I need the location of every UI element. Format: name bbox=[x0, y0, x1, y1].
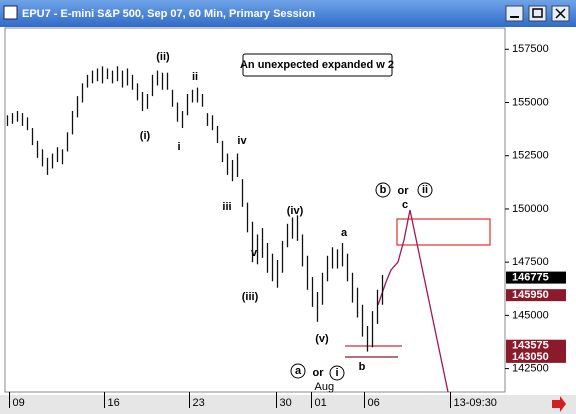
price-tag bbox=[506, 350, 566, 363]
wave-label: ii bbox=[422, 184, 428, 196]
wave-label: a bbox=[341, 227, 348, 239]
note-box bbox=[242, 53, 393, 77]
wave-label: or bbox=[398, 185, 410, 197]
x-tick-label: 16 bbox=[108, 397, 120, 409]
x-tick-label: 30 bbox=[280, 397, 292, 409]
x-tick-label: 06 bbox=[368, 397, 380, 409]
wave-label: i bbox=[335, 367, 338, 379]
time-scrollbar[interactable] bbox=[0, 395, 576, 414]
y-tick-label: 145000 bbox=[512, 309, 549, 321]
price-tag-label: 146775 bbox=[512, 271, 549, 283]
x-tick-label: 23 bbox=[193, 397, 205, 409]
x-sublabel: Aug bbox=[315, 381, 335, 393]
label-circle bbox=[375, 182, 391, 198]
wave-label: i bbox=[177, 141, 180, 153]
scroll-arrow[interactable] bbox=[552, 396, 566, 412]
minimize-button[interactable] bbox=[505, 5, 524, 22]
wave-label: (ii) bbox=[156, 51, 170, 63]
x-tick-label: 09 bbox=[13, 397, 25, 409]
projection-line bbox=[377, 209, 449, 393]
app-icon bbox=[3, 5, 18, 20]
x-tick-label: 01 bbox=[315, 397, 327, 409]
wave-label: (iv) bbox=[287, 205, 304, 217]
wave-label: or bbox=[313, 367, 325, 379]
wave-label: (iii) bbox=[242, 291, 259, 303]
wave-label: b bbox=[380, 184, 387, 196]
wave-label: iii bbox=[222, 201, 231, 213]
price-tag-label: 143575 bbox=[512, 340, 549, 352]
wave-label: b bbox=[359, 361, 366, 373]
wave-label: ii bbox=[192, 71, 198, 83]
y-tick-label: 147500 bbox=[512, 256, 549, 268]
price-tag bbox=[506, 271, 566, 284]
target-box bbox=[396, 218, 491, 246]
label-circle bbox=[290, 363, 306, 379]
price-tag-label: 143050 bbox=[512, 351, 549, 363]
wave-label: a bbox=[295, 365, 302, 377]
window-title: EPU7 - E-mini S&P 500, Sep 07, 60 Min, P… bbox=[22, 8, 316, 20]
note: An unexpected expanded w 2 bbox=[240, 59, 394, 71]
y-tick-label: 150000 bbox=[512, 203, 549, 215]
window-buttons[interactable] bbox=[505, 5, 570, 22]
price-tag bbox=[506, 339, 566, 352]
wave-labels: (ii) ii (i) i iv iii (iv) a v (iii) (v) … bbox=[140, 51, 433, 381]
y-tick-label: 142500 bbox=[512, 362, 549, 374]
title-bar bbox=[0, 0, 576, 27]
y-tick-label: 152500 bbox=[512, 150, 549, 162]
price-tag bbox=[506, 289, 566, 302]
wave-label: v bbox=[251, 247, 258, 259]
wave-label: iv bbox=[237, 135, 247, 147]
wave-label: c bbox=[402, 199, 408, 211]
y-tick-label: 155000 bbox=[512, 96, 549, 108]
wave-label: (v) bbox=[315, 333, 329, 345]
wave-label: (i) bbox=[140, 130, 151, 142]
price-tag-label: 145950 bbox=[512, 289, 549, 301]
x-tick-label: 13-09:30 bbox=[454, 397, 497, 409]
label-circle bbox=[417, 182, 433, 198]
label-circle bbox=[329, 365, 345, 381]
plot-area bbox=[4, 27, 506, 393]
y-tick-label: 157500 bbox=[512, 43, 549, 55]
